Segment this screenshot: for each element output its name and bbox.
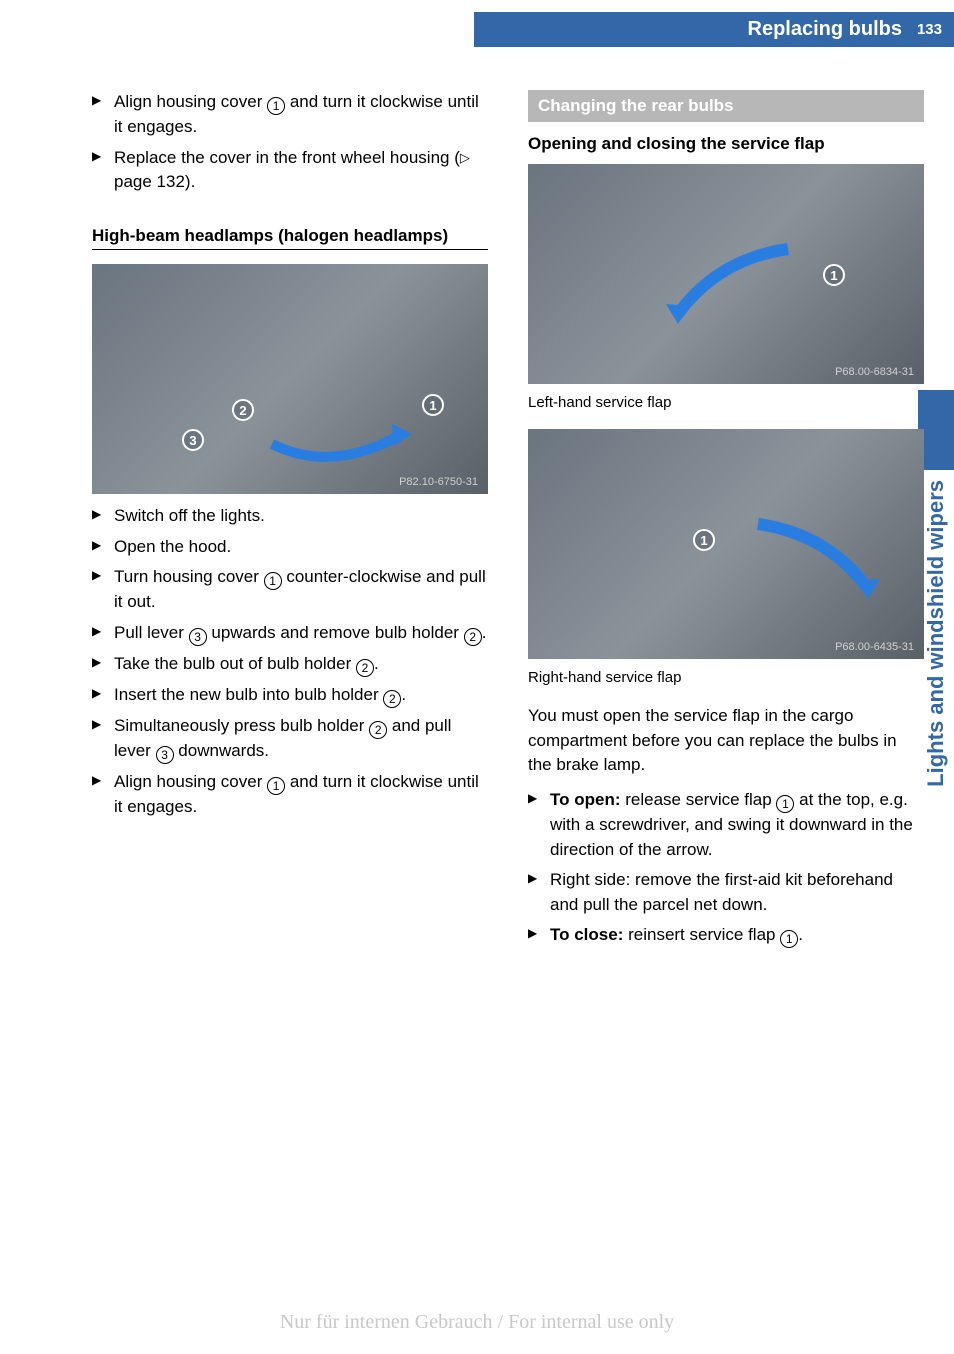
list-item: Align housing cover 1 and turn it clockw…: [92, 770, 488, 820]
right-column: Changing the rear bulbs Opening and clos…: [528, 90, 924, 954]
list-item: Pull lever 3 upwards and remove bulb hol…: [92, 621, 488, 646]
figure-right-flap: 1 P68.00-6435-31: [528, 429, 924, 659]
list-item: To close: reinsert service flap 1.: [528, 923, 924, 948]
figure-headlamp: 1 2 3 P82.10-6750-31: [92, 264, 488, 494]
list-item: To open: release service flap 1 at the t…: [528, 788, 924, 862]
list-item: Switch off the lights.: [92, 504, 488, 529]
intro-steps: Align housing cover 1 and turn it clockw…: [92, 90, 488, 195]
headlamp-steps: Switch off the lights. Open the hood. Tu…: [92, 504, 488, 820]
figure-label: P68.00-6435-31: [835, 641, 914, 653]
side-tab-label: Lights and windshield wipers: [923, 480, 949, 787]
callout-1: 1: [823, 264, 845, 286]
figure-caption: Right-hand service flap: [528, 669, 924, 686]
callout-1: 1: [693, 529, 715, 551]
flap-steps: To open: release service flap 1 at the t…: [528, 788, 924, 949]
callout-1: 1: [422, 394, 444, 416]
left-column: Align housing cover 1 and turn it clockw…: [92, 90, 488, 954]
list-item: Align housing cover 1 and turn it clockw…: [92, 90, 488, 140]
arrow-icon: [658, 234, 808, 324]
rule: [92, 249, 488, 250]
callout-3: 3: [182, 429, 204, 451]
content-area: Align housing cover 1 and turn it clockw…: [0, 50, 954, 954]
figure-left-flap: 1 P68.00-6834-31: [528, 164, 924, 384]
body-paragraph: You must open the service flap in the ca…: [528, 704, 924, 778]
header-bar: Replacing bulbs 133: [474, 12, 954, 47]
callout-2: 2: [232, 399, 254, 421]
header-title: Replacing bulbs: [748, 18, 902, 41]
page-header: Replacing bulbs 133: [0, 0, 954, 50]
figure-caption: Left-hand service flap: [528, 394, 924, 411]
figure-label: P68.00-6834-31: [835, 366, 914, 378]
list-item: Replace the cover in the front wheel hou…: [92, 146, 488, 195]
arrow-icon: [262, 384, 412, 474]
list-item: Open the hood.: [92, 535, 488, 560]
list-item: Turn housing cover 1 counter-clockwise a…: [92, 565, 488, 615]
subsection-title: High-beam headlamps (halogen headlamps): [92, 225, 488, 247]
list-item: Take the bulb out of bulb holder 2.: [92, 652, 488, 677]
watermark: Nur für internen Gebrauch / For internal…: [0, 1311, 954, 1334]
list-item: Right side: remove the first-aid kit bef…: [528, 868, 924, 917]
list-item: Insert the new bulb into bulb holder 2.: [92, 683, 488, 708]
arrow-icon: [738, 509, 888, 599]
subsection-heading: Opening and closing the service flap: [528, 134, 924, 154]
section-heading: Changing the rear bulbs: [528, 90, 924, 122]
figure-label: P82.10-6750-31: [399, 476, 478, 488]
list-item: Simultaneously press bulb holder 2 and p…: [92, 714, 488, 764]
page-number: 133: [917, 21, 942, 38]
